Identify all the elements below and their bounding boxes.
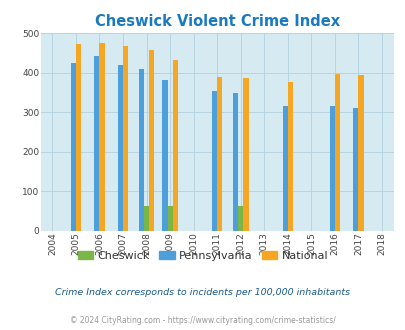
Text: © 2024 CityRating.com - https://www.cityrating.com/crime-statistics/: © 2024 CityRating.com - https://www.city…: [70, 315, 335, 325]
Bar: [76, 44, 81, 231]
Title: Cheswick Violent Crime Index: Cheswick Violent Crime Index: [94, 14, 339, 29]
Bar: [162, 80, 167, 231]
Bar: [243, 78, 248, 231]
Bar: [167, 207, 172, 231]
Bar: [70, 63, 76, 231]
Bar: [172, 60, 177, 231]
Text: Crime Index corresponds to incidents per 100,000 inhabitants: Crime Index corresponds to incidents per…: [55, 287, 350, 297]
Bar: [217, 77, 222, 231]
Bar: [94, 56, 99, 231]
Bar: [287, 82, 292, 231]
Bar: [352, 108, 358, 231]
Bar: [282, 106, 287, 231]
Bar: [149, 50, 154, 231]
Legend: Cheswick, Pennsylvania, National: Cheswick, Pennsylvania, National: [73, 247, 332, 265]
Bar: [211, 91, 217, 231]
Bar: [144, 207, 149, 231]
Bar: [232, 93, 238, 231]
Bar: [358, 75, 363, 231]
Bar: [329, 106, 334, 231]
Bar: [334, 74, 339, 231]
Bar: [123, 46, 128, 231]
Bar: [117, 65, 123, 231]
Bar: [99, 43, 104, 231]
Bar: [238, 207, 243, 231]
Bar: [139, 69, 144, 231]
